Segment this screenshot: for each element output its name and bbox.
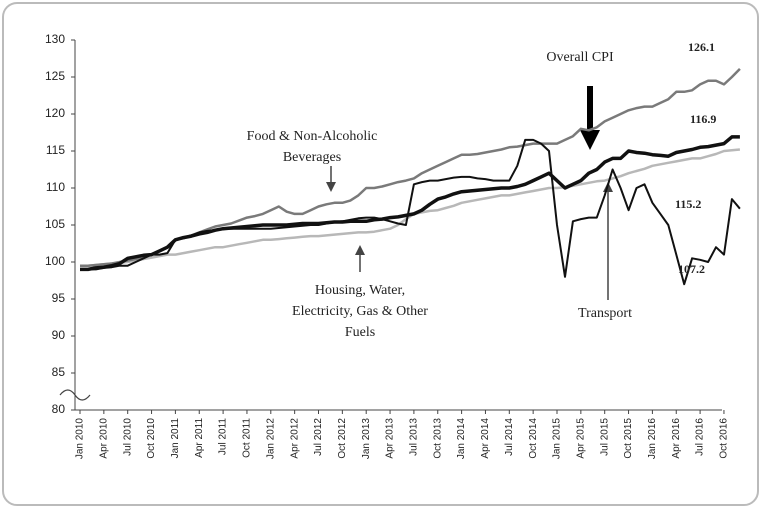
x-tick-label: Jan 2013 (361, 418, 372, 460)
x-tick-label: Oct 2013 (432, 418, 443, 459)
end-value-label: 107.2 (678, 262, 705, 276)
y-tick-label: 120 (45, 106, 65, 120)
x-tick-label: Jul 2014 (504, 418, 515, 456)
x-tick-label: Jul 2012 (313, 418, 324, 456)
annotation: Fuels (345, 325, 375, 340)
x-tick-label: Jan 2016 (647, 418, 658, 460)
x-tick-label: Apr 2015 (575, 418, 586, 459)
x-tick-label: Apr 2014 (480, 418, 491, 459)
annotation: Electricity, Gas & Other (292, 304, 428, 319)
x-tick-label: Jan 2014 (456, 418, 467, 460)
x-tick-label: Jul 2011 (218, 418, 229, 456)
y-tick-label: 90 (52, 328, 66, 342)
x-tick-label: Oct 2012 (337, 418, 348, 459)
x-tick-label: Jul 2016 (695, 418, 706, 456)
y-tick-label: 105 (45, 217, 65, 231)
series-line (80, 135, 740, 272)
x-tick-label: Jul 2010 (122, 418, 133, 456)
annotation: Beverages (283, 150, 341, 165)
end-value-label: 115.2 (675, 197, 701, 211)
y-tick-label: 85 (52, 365, 66, 379)
y-tick-label: 80 (52, 402, 66, 416)
annotation: Food & Non-Alcoholic (247, 129, 378, 144)
x-tick-label: Oct 2016 (719, 418, 730, 459)
y-tick-label: 115 (46, 143, 65, 157)
annotation: Housing, Water, (315, 283, 405, 298)
annotation: Overall CPI (546, 50, 614, 65)
axis-break (59, 389, 91, 401)
x-tick-label: Oct 2010 (146, 418, 157, 459)
x-tick-label: Jan 2011 (170, 418, 181, 459)
x-tick-label: Jan 2010 (75, 418, 86, 460)
arrows (326, 86, 613, 300)
end-value-label: 126.1 (688, 40, 715, 54)
x-tick-label: Jan 2015 (552, 418, 563, 460)
x-tick-label: Apr 2010 (98, 418, 109, 459)
x-tick-label: Jan 2012 (265, 418, 276, 460)
x-tick-label: Apr 2012 (289, 418, 300, 459)
x-tick-label: Apr 2011 (194, 418, 205, 458)
x-tick-label: Oct 2015 (623, 418, 634, 459)
end-value-label: 116.9 (690, 112, 716, 126)
x-tick-label: Apr 2013 (385, 418, 396, 459)
x-tick-label: Oct 2014 (528, 418, 539, 459)
y-tick-label: 110 (46, 180, 65, 194)
x-tick-label: Jul 2015 (599, 418, 610, 456)
y-tick-label: 130 (45, 32, 65, 46)
x-tick-label: Jul 2013 (409, 418, 420, 456)
x-tick-label: Apr 2016 (671, 418, 682, 459)
annotation: Transport (578, 306, 632, 321)
series-line (80, 148, 741, 267)
x-tick-label: Oct 2011 (242, 418, 253, 458)
y-tick-label: 95 (52, 291, 66, 305)
y-tick-label: 100 (45, 254, 65, 268)
y-tick-label: 125 (45, 69, 65, 83)
